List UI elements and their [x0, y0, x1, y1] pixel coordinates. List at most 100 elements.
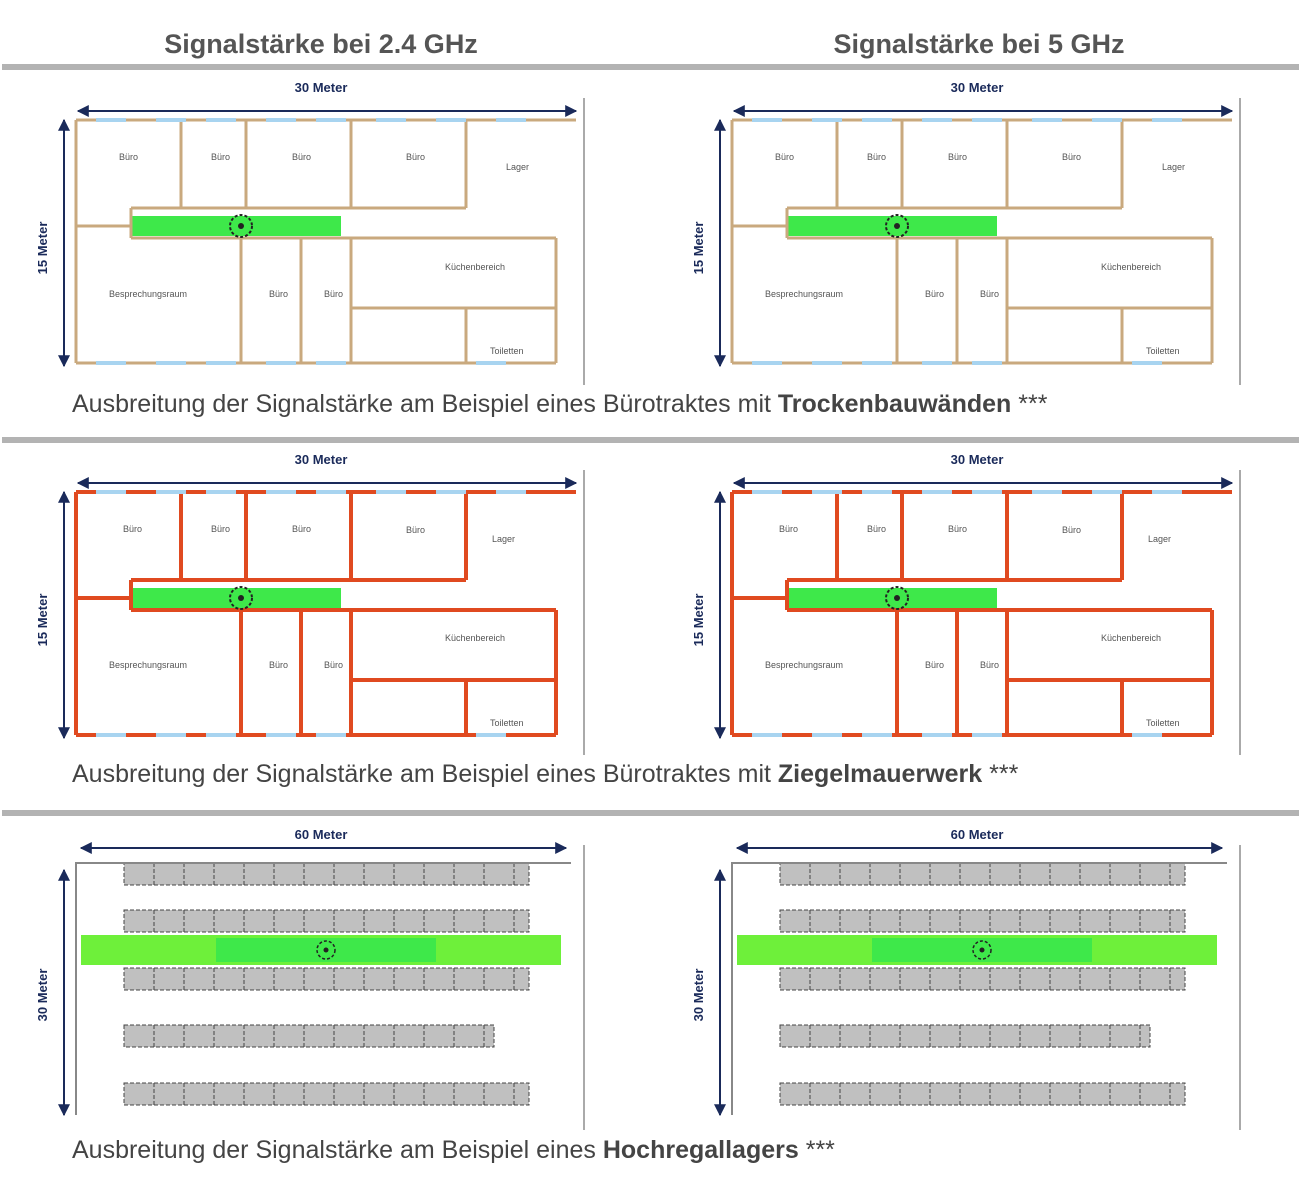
room-label: Toiletten [490, 346, 524, 356]
white-area [1117, 490, 1207, 570]
height-label: 30 Meter [691, 969, 706, 1022]
window [436, 490, 466, 494]
window [206, 361, 236, 365]
room-label: Büro [1062, 152, 1081, 162]
window [206, 490, 236, 494]
room-label: Lager [1148, 534, 1171, 544]
window [812, 361, 842, 365]
heatmap-panel: Büro Büro Büro Büro Lager Küchenbereich Bespre… [35, 452, 585, 755]
window [972, 361, 1002, 365]
room-label: Küchenbereich [1101, 262, 1161, 272]
window [496, 118, 526, 122]
window [316, 118, 346, 122]
access-point [316, 940, 336, 960]
window [96, 733, 126, 737]
rack [779, 1082, 1186, 1106]
window [1032, 118, 1062, 122]
window [1132, 361, 1162, 365]
window [266, 733, 296, 737]
heatmap-panel: Büro Büro Büro Büro Lager Besprechungsraum Bür… [691, 80, 1241, 385]
heat [712, 98, 1240, 385]
window [436, 118, 466, 122]
zone [787, 588, 997, 608]
caption-text: Ausbreitung der Signalstärke am Beispiel… [72, 1136, 603, 1164]
window [862, 733, 892, 737]
rack [123, 1024, 495, 1048]
window [266, 118, 296, 122]
room-label: Büro [406, 152, 425, 162]
room-label: Büro [269, 289, 288, 299]
caption-bold: Hochregallagers [603, 1136, 799, 1164]
room-label: Büro [980, 660, 999, 670]
room-label: Büro [867, 152, 886, 162]
window [812, 733, 842, 737]
window [862, 490, 892, 494]
window [156, 118, 186, 122]
width-label: 30 Meter [295, 452, 348, 467]
caption-suffix: *** [799, 1136, 835, 1164]
window [972, 490, 1002, 494]
heatmap-panel: 60 Meter 30 Meter [691, 827, 1241, 1130]
header: Signalstärke bei 2.4 GHz [164, 29, 478, 59]
room-label: Büro [292, 524, 311, 534]
window [376, 118, 406, 122]
window [752, 118, 782, 122]
rack [123, 967, 530, 991]
window [922, 361, 952, 365]
caption-bold: Trockenbauwänden [778, 390, 1011, 418]
room-label: Büro [269, 660, 288, 670]
zone [131, 216, 341, 236]
caption-suffix: *** [982, 760, 1018, 788]
room-label: Küchenbereich [445, 633, 505, 643]
window [1032, 490, 1062, 494]
window [266, 361, 296, 365]
window [1132, 733, 1162, 737]
window [96, 490, 126, 494]
window [922, 733, 952, 737]
access-point-dot [238, 223, 244, 229]
window [1092, 490, 1122, 494]
heatmap-panel: Büro Büro Büro Büro Lager Küchenbereich Bespre… [691, 452, 1241, 755]
width-label: 60 Meter [951, 827, 1004, 842]
rack [779, 862, 1186, 886]
window [812, 490, 842, 494]
room-label: Büro [980, 289, 999, 299]
zone [131, 588, 341, 608]
window [812, 118, 842, 122]
window [1092, 118, 1122, 122]
access-point [972, 940, 992, 960]
window [266, 490, 296, 494]
window [476, 733, 506, 737]
room-label: Büro [292, 152, 311, 162]
room-label: Büro [1062, 525, 1081, 535]
room-label: Küchenbereich [1101, 633, 1161, 643]
rack [779, 909, 1186, 933]
room-label: Büro [779, 524, 798, 534]
room-label: Toiletten [490, 718, 524, 728]
height-label: 15 Meter [691, 222, 706, 275]
divider [2, 64, 1299, 70]
room-label: Büro [867, 524, 886, 534]
zone [787, 216, 997, 236]
window [96, 118, 126, 122]
height-label: 15 Meter [35, 594, 50, 647]
room-label: Büro [406, 525, 425, 535]
room-label: Lager [506, 162, 529, 172]
access-point [229, 586, 253, 610]
caption: Ausbreitung der Signalstärke am Beispiel… [72, 760, 1019, 788]
wall [731, 862, 1227, 1115]
room-label: Büro [775, 152, 794, 162]
window [156, 490, 186, 494]
window [316, 361, 346, 365]
window [752, 733, 782, 737]
access-point [885, 586, 909, 610]
room-label: Besprechungsraum [765, 660, 843, 670]
window [316, 490, 346, 494]
white-area [1212, 138, 1240, 238]
room-label: Besprechungsraum [109, 660, 187, 670]
access-point [229, 214, 253, 238]
width-label: 30 Meter [295, 80, 348, 95]
width-label: 30 Meter [951, 452, 1004, 467]
access-point-dot [979, 947, 985, 953]
